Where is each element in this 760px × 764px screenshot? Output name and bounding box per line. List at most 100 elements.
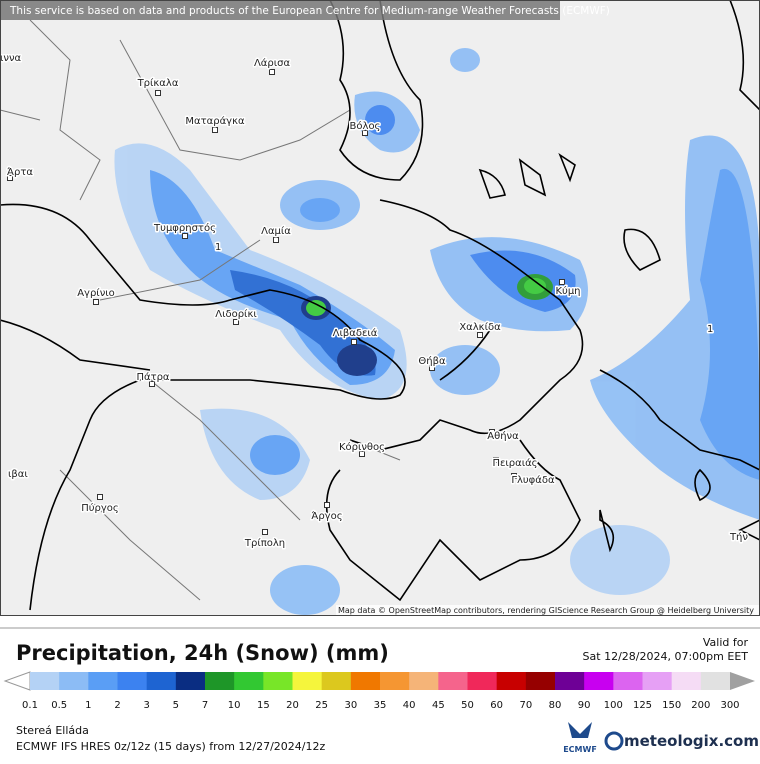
city-label: Βόλος xyxy=(350,120,381,132)
model-info: ECMWF IFS HRES 0z/12z (15 days) from 12/… xyxy=(16,740,326,753)
colorbar-arrow-left xyxy=(3,671,31,691)
city-label: Λαμία xyxy=(261,225,291,237)
colorbar-cell xyxy=(409,672,439,690)
city-label: Πύργος xyxy=(81,502,119,514)
colorbar-cell xyxy=(263,672,293,690)
city-marker xyxy=(269,69,275,75)
colorbar-cell xyxy=(30,672,60,690)
city-marker xyxy=(233,319,239,325)
city-marker xyxy=(511,473,517,479)
city-marker xyxy=(7,175,13,181)
logo-left: ECMWF xyxy=(563,745,597,754)
colorbar-cell xyxy=(380,672,410,690)
city-label: Κύμη xyxy=(555,285,580,297)
colorbar-cell xyxy=(292,672,323,690)
city-label: ιβαι xyxy=(8,469,28,480)
city-label: Αθήνα xyxy=(487,430,519,442)
colorbar-cell xyxy=(525,672,556,690)
city-label: Χαλκίδα xyxy=(459,321,501,333)
colorbar-cell xyxy=(146,672,177,690)
colorbar-cell xyxy=(642,672,673,690)
title: Precipitation, 24h (Snow) (mm) xyxy=(16,641,389,665)
colorbar-label: 15 xyxy=(257,700,270,711)
city-marker xyxy=(97,494,103,500)
valid-label: Valid for xyxy=(703,636,749,649)
colorbar-label: 80 xyxy=(549,700,562,711)
city-marker xyxy=(262,529,268,535)
colorbar-label: 35 xyxy=(374,700,387,711)
city-marker xyxy=(182,233,188,239)
colorbar-label: 45 xyxy=(432,700,445,711)
colorbar-label: 5 xyxy=(173,700,179,711)
colorbar-label: 7 xyxy=(202,700,208,711)
colorbar-label: 2 xyxy=(114,700,120,711)
city-marker xyxy=(429,365,435,371)
colorbar-label: 1 xyxy=(85,700,91,711)
city-label: Λιδορίκι xyxy=(215,308,257,320)
colorbar-cell xyxy=(350,672,381,690)
colorbar-label: 300 xyxy=(720,700,739,711)
city-marker xyxy=(477,332,483,338)
colorbar-cell xyxy=(59,672,89,690)
city-marker xyxy=(359,451,365,457)
city-label: Λιβαδειά xyxy=(333,327,378,339)
region: Stereá Elláda xyxy=(16,724,89,737)
colorbar-arrow-right xyxy=(730,672,755,690)
colorbar-cell xyxy=(438,672,468,690)
city-label: Τρίπολη xyxy=(244,537,285,549)
colorbar-cell xyxy=(88,672,118,690)
city-label: Θήβα xyxy=(418,355,446,367)
city-marker xyxy=(493,457,499,463)
city-label: Γλυφάδα xyxy=(511,474,555,486)
city-label: Τήν xyxy=(729,531,748,543)
city-label: Κόρινθος xyxy=(339,441,385,453)
colorbar-label: 70 xyxy=(519,700,532,711)
colorbar: 0.1 0.5 1 2 3 5 7 10 15 20 25 30 35 40 45 50 60 70 80 90 100… xyxy=(3,671,755,711)
colorbar-cell xyxy=(496,672,527,690)
city-label: Αγρίνιο xyxy=(77,287,115,299)
colorbar-cell xyxy=(234,672,264,690)
city-label: Τρίκαλα xyxy=(137,77,179,89)
colorbar-cell xyxy=(321,672,352,690)
colorbar-cell xyxy=(671,672,702,690)
colorbar-label: 10 xyxy=(228,700,241,711)
meteologix-icon xyxy=(604,731,624,751)
city-marker xyxy=(489,429,495,435)
colorbar-label: 125 xyxy=(633,700,652,711)
city-marker xyxy=(362,130,368,136)
colorbar-cell xyxy=(584,672,614,690)
colorbar-label: 20 xyxy=(286,700,299,711)
colorbar-label: 0.1 xyxy=(22,700,38,711)
logo-right[interactable]: meteologix.com xyxy=(624,732,759,750)
city-marker xyxy=(324,502,330,508)
city-label: Τυμφρηστός xyxy=(153,222,216,234)
colorbar-label: 40 xyxy=(403,700,416,711)
colorbar-cell xyxy=(117,672,148,690)
colorbar-cell xyxy=(555,672,585,690)
colorbar-cell xyxy=(467,672,498,690)
valid-time: Sat 12/28/2024, 07:00pm EET xyxy=(583,650,749,663)
colorbar-label: 0.5 xyxy=(51,700,67,711)
contour-label: 1 xyxy=(215,242,221,253)
city-marker xyxy=(212,127,218,133)
city-label: Άρτα xyxy=(7,166,33,178)
city-marker xyxy=(351,339,357,345)
colorbar-label: 60 xyxy=(490,700,503,711)
colorbar-cell xyxy=(205,672,235,690)
city-marker xyxy=(149,381,155,387)
colorbar-label: 100 xyxy=(604,700,623,711)
contour-label: 1 xyxy=(707,324,713,335)
city-marker xyxy=(93,299,99,305)
city-label: Άργος xyxy=(311,510,342,522)
map: 1 1 ιννα Τρίκαλα Λάρισα Ματαράγκα Βόλος Άρτα Τ… xyxy=(0,0,760,616)
colorbar-label: 150 xyxy=(662,700,681,711)
city-marker xyxy=(273,237,279,243)
colorbar-cell xyxy=(175,672,206,690)
colorbar-label: 90 xyxy=(578,700,591,711)
banner: This service is based on data and produc… xyxy=(9,5,610,17)
colorbar-cell xyxy=(613,672,643,690)
colorbar-label: 30 xyxy=(344,700,357,711)
colorbar-label: 3 xyxy=(143,700,149,711)
